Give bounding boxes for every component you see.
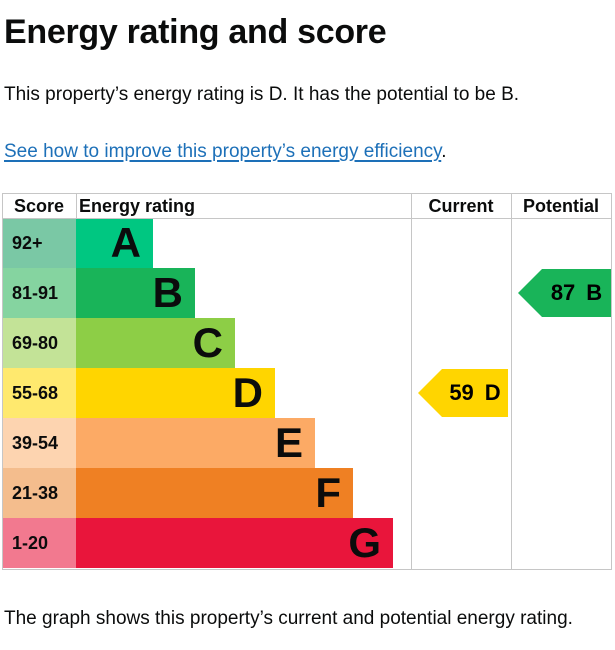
potential-rating-value: 87: [550, 280, 576, 305]
score-range-c: 69-80: [2, 318, 76, 368]
score-range-g: 1-20: [2, 518, 76, 568]
chart-border-right: [611, 193, 612, 570]
band-row-g: 1-20 G: [2, 518, 612, 568]
chart-border-left: [2, 193, 3, 570]
band-row-d: 55-68 D: [2, 368, 612, 418]
band-bar-f: F: [76, 468, 353, 518]
intro-text: This property’s energy rating is D. It h…: [4, 84, 520, 105]
column-divider-current: [411, 193, 412, 570]
band-row-f: 21-38 F: [2, 468, 612, 518]
score-range-f: 21-38: [2, 468, 76, 518]
band-letter-c: C: [192, 319, 223, 366]
score-range-e: 39-54: [2, 418, 76, 468]
band-letter-g: G: [348, 519, 381, 566]
improve-link-line: See how to improve this property’s energ…: [4, 139, 447, 164]
header-divider-score-rating: [76, 193, 77, 218]
chart-border-top: [2, 193, 612, 194]
band-row-b: 81-91 B: [2, 268, 612, 318]
potential-rating-band: B: [586, 280, 603, 305]
band-letter-d: D: [232, 369, 263, 416]
improve-efficiency-link[interactable]: See how to improve this property’s energ…: [4, 141, 442, 162]
band-letter-b: B: [152, 269, 183, 316]
band-bar-a: A: [76, 218, 153, 268]
page-title: Energy rating and score: [4, 13, 387, 51]
band-letter-e: E: [274, 419, 303, 466]
band-bar-c: C: [76, 318, 235, 368]
column-header-energy-rating: Energy rating: [79, 196, 196, 216]
band-bar-b: B: [76, 268, 195, 318]
link-period: .: [441, 141, 447, 162]
score-range-d: 55-68: [2, 368, 76, 418]
current-rating-value: 59: [449, 380, 474, 405]
energy-rating-chart: Score Energy rating Current Potential 92…: [2, 193, 612, 570]
current-rating-band: D: [484, 380, 501, 405]
column-header-score: Score: [13, 196, 65, 216]
score-range-b: 81-91: [2, 268, 76, 318]
band-letter-a: A: [110, 219, 141, 266]
header-underline: [2, 218, 612, 219]
band-letter-f: F: [315, 469, 341, 516]
column-divider-potential: [511, 193, 512, 570]
band-row-e: 39-54 E: [2, 418, 612, 468]
footer-text: The graph shows this property’s current …: [4, 608, 573, 629]
band-row-c: 69-80 C: [2, 318, 612, 368]
band-row-a: 92+ A: [2, 218, 612, 268]
score-range-a: 92+: [2, 218, 76, 268]
band-bar-e: E: [76, 418, 315, 468]
chart-border-bottom: [2, 569, 612, 570]
band-bar-d: D: [76, 368, 275, 418]
band-bar-g: G: [76, 518, 393, 568]
column-header-current: Current: [428, 196, 494, 216]
column-header-potential: Potential: [522, 196, 599, 216]
